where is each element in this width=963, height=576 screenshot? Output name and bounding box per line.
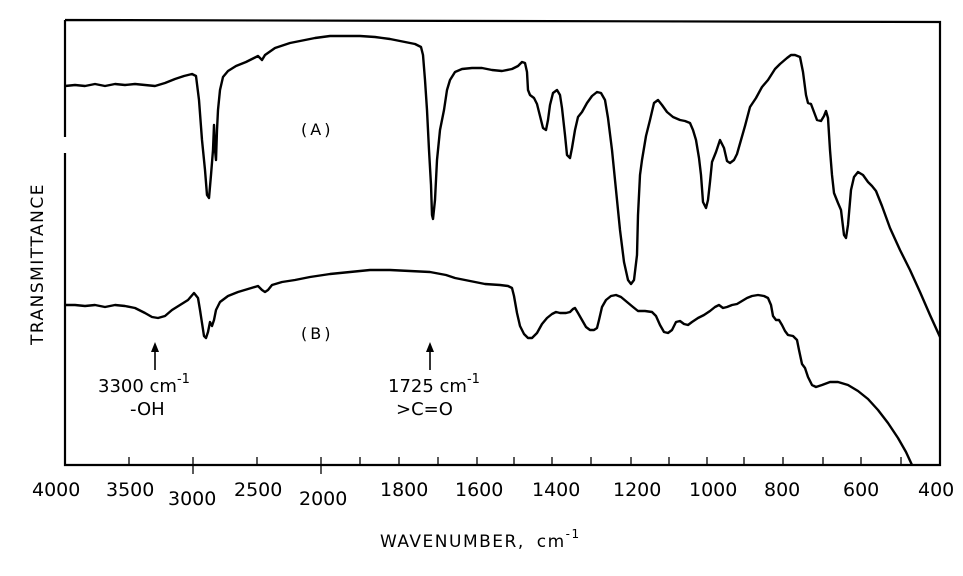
- tick-label-4000: 4000: [32, 479, 80, 501]
- series-label-a: (A): [301, 120, 333, 139]
- tick-label-3000: 3000: [168, 488, 216, 510]
- plot-frame: [63, 18, 942, 467]
- tick-label-1200: 1200: [613, 479, 661, 501]
- x-axis-tick-labels: 4000 3500 3000 2500 2000 1800 1600 1400 …: [32, 479, 954, 510]
- tick-label-3500: 3500: [106, 479, 154, 501]
- tick-label-1800: 1800: [380, 479, 428, 501]
- axis-break: [62, 137, 68, 153]
- tick-label-1000: 1000: [689, 479, 737, 501]
- tick-label-800: 800: [764, 479, 800, 501]
- annotation-oh-arrow: [151, 342, 159, 370]
- annotation-oh-value: 3300 cm-1: [98, 372, 190, 397]
- tick-label-400: 400: [918, 479, 954, 501]
- x-axis-title: WAVENUMBER, cm-1: [380, 527, 581, 552]
- tick-label-1400: 1400: [532, 479, 580, 501]
- tick-label-2500: 2500: [234, 479, 282, 501]
- series-label-b: (B): [301, 324, 333, 343]
- annotation-co-value: 1725 cm-1: [388, 372, 480, 397]
- spectrum-a-line: [64, 34, 942, 338]
- annotation-co-arrow: [426, 342, 434, 370]
- tick-label-2000: 2000: [299, 488, 347, 510]
- spectrum-b-line: [65, 268, 914, 466]
- annotation-co-group: >C=O: [396, 399, 453, 420]
- x-axis-ticks: [128, 457, 902, 474]
- tick-label-1600: 1600: [455, 479, 503, 501]
- tick-label-600: 600: [843, 479, 879, 501]
- annotation-oh-group: -OH: [130, 399, 165, 420]
- y-axis-title: TRANSMITTANCE: [28, 183, 48, 346]
